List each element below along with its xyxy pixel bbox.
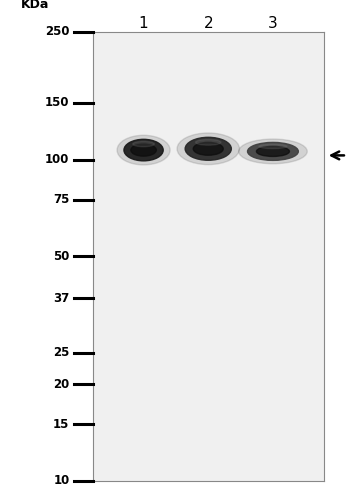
- Text: 50: 50: [53, 250, 70, 263]
- Text: 1: 1: [139, 16, 148, 31]
- Ellipse shape: [131, 144, 156, 156]
- Ellipse shape: [259, 144, 287, 148]
- Text: 25: 25: [53, 346, 70, 359]
- Text: 2: 2: [203, 16, 213, 31]
- Ellipse shape: [124, 139, 163, 161]
- Text: 250: 250: [45, 25, 70, 38]
- Ellipse shape: [117, 135, 170, 165]
- Ellipse shape: [247, 142, 298, 161]
- Ellipse shape: [185, 137, 231, 160]
- Text: 15: 15: [53, 418, 70, 430]
- Ellipse shape: [177, 133, 239, 164]
- Text: 10: 10: [53, 474, 70, 487]
- Text: 37: 37: [53, 292, 70, 305]
- Text: 3: 3: [268, 16, 278, 31]
- Ellipse shape: [196, 140, 221, 145]
- Text: 20: 20: [53, 378, 70, 390]
- Text: 150: 150: [45, 97, 70, 109]
- Ellipse shape: [193, 142, 223, 155]
- Ellipse shape: [257, 146, 289, 157]
- Text: 75: 75: [53, 193, 70, 206]
- Text: 100: 100: [45, 153, 70, 166]
- Ellipse shape: [133, 142, 154, 147]
- Text: KDa: KDa: [21, 0, 49, 11]
- Ellipse shape: [239, 139, 307, 164]
